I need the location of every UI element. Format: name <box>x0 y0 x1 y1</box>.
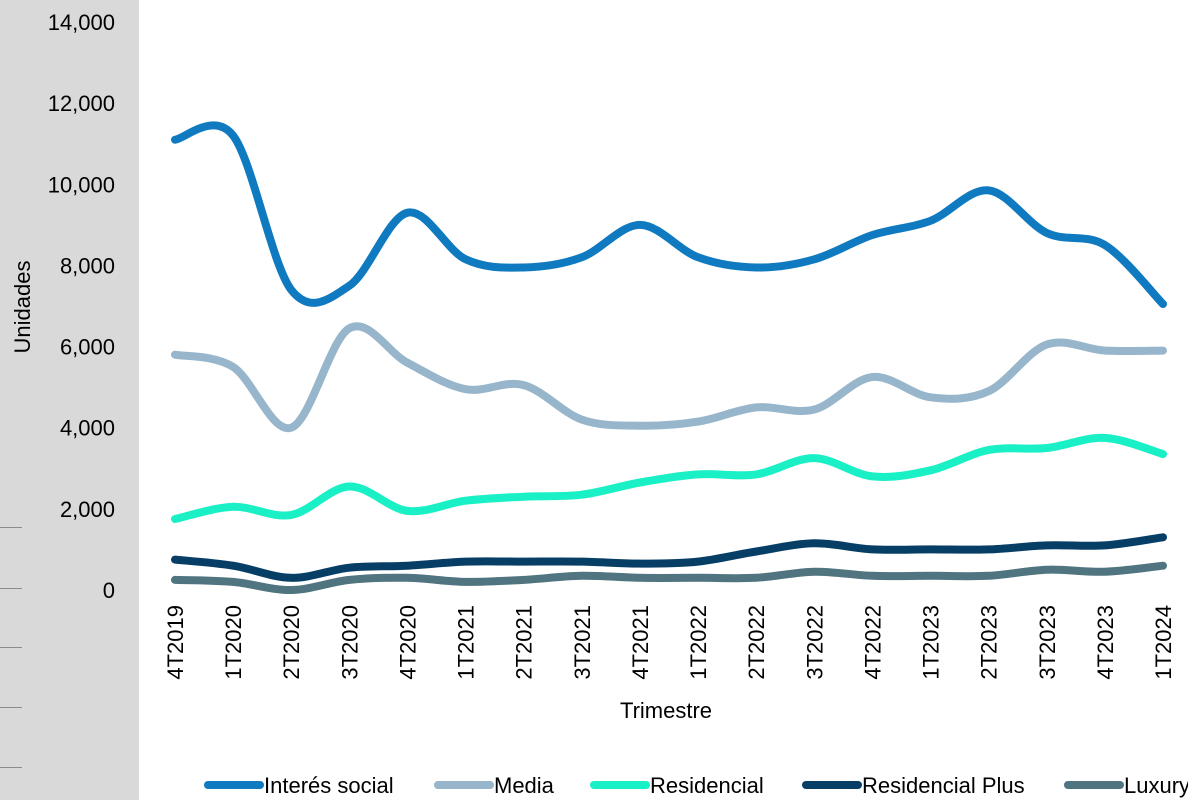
y-tick-label: 0 <box>103 578 115 603</box>
y-tick-label: 14,000 <box>48 10 115 35</box>
y-tick-label: 10,000 <box>48 172 115 197</box>
legend-item[interactable]: Residencial <box>594 773 764 798</box>
y-tick-label: 12,000 <box>48 91 115 116</box>
x-tick-label: 2T2023 <box>977 605 1002 680</box>
legend-item[interactable]: Media <box>438 773 555 798</box>
legend-item[interactable]: Luxury <box>1068 773 1188 798</box>
legend[interactable]: Interés social Media Residencial Residencia… <box>208 773 1188 798</box>
series-line-residencial <box>175 438 1163 519</box>
series-line-media <box>175 326 1163 428</box>
x-tick-label: 4T2020 <box>395 605 420 680</box>
legend-label: Media <box>494 773 555 798</box>
legend-label: Luxury <box>1124 773 1188 798</box>
legend-item[interactable]: Interés social <box>208 773 394 798</box>
legend-label: Interés social <box>264 773 394 798</box>
x-tick-label: 4T2022 <box>860 605 885 680</box>
x-tick-label: 1T2020 <box>221 605 246 680</box>
x-tick-label: 3T2023 <box>1035 605 1060 680</box>
legend-item[interactable]: Residencial Plus <box>806 773 1025 798</box>
x-tick-label: 4T2019 <box>163 605 188 680</box>
x-tick-label: 1T2024 <box>1151 605 1176 680</box>
x-tick-label: 3T2020 <box>337 605 362 680</box>
x-tick-label: 3T2022 <box>802 605 827 680</box>
x-tick-label: 1T2023 <box>919 605 944 680</box>
y-tick-label: 2,000 <box>60 497 115 522</box>
x-tick-label: 1T2021 <box>454 605 479 680</box>
series-line-inter-s-social <box>175 125 1163 304</box>
legend-label: Residencial Plus <box>862 773 1025 798</box>
x-tick-label: 2T2022 <box>744 605 769 680</box>
x-axis-title: Trimestre <box>620 698 712 723</box>
x-tick-label: 4T2021 <box>628 605 653 680</box>
x-tick-label: 4T2023 <box>1093 605 1118 680</box>
x-axis-ticks: 4T2019 1T2020 2T2020 3T2020 4T2020 1T2021 2T20… <box>163 605 1176 680</box>
legend-label: Residencial <box>650 773 764 798</box>
y-tick-label: 8,000 <box>60 253 115 278</box>
y-axis-ticks: 0 2,000 4,000 6,000 8,000 10,000 12,000 14,000 <box>48 10 115 603</box>
y-tick-label: 4,000 <box>60 416 115 441</box>
x-tick-label: 2T2021 <box>512 605 537 680</box>
x-tick-label: 3T2021 <box>570 605 595 680</box>
x-tick-label: 1T2022 <box>686 605 711 680</box>
x-tick-label: 2T2020 <box>279 605 304 680</box>
y-axis-title: Unidades <box>10 261 35 354</box>
y-tick-label: 6,000 <box>60 335 115 360</box>
series-lines <box>175 125 1163 590</box>
